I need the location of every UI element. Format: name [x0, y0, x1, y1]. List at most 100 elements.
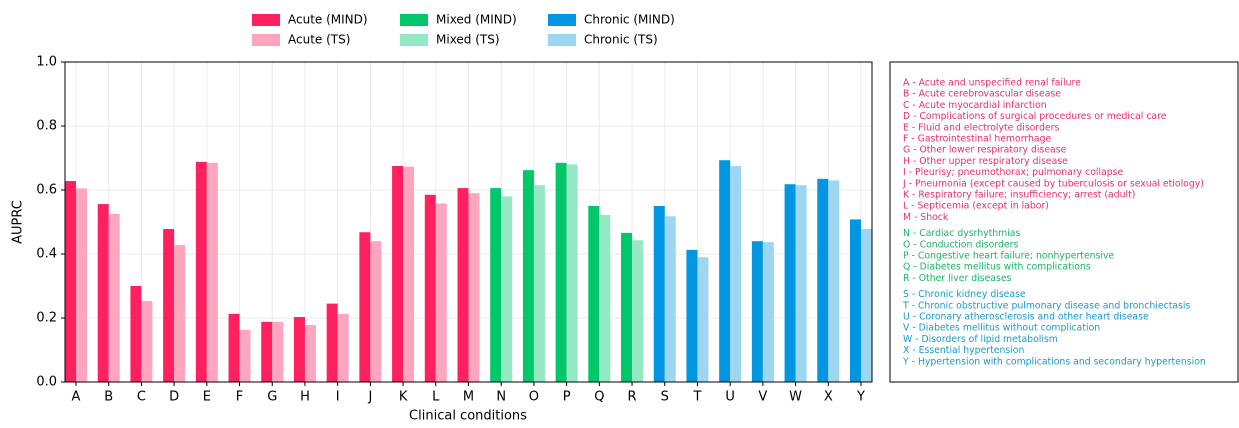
x-axis-label: Clinical conditions	[409, 409, 527, 424]
x-tick-label: S	[661, 390, 669, 405]
y-axis-label: AUPRC	[11, 200, 26, 244]
bar	[632, 240, 644, 382]
legend-label: Mixed (TS)	[436, 33, 500, 47]
x-tick-label: W	[789, 390, 802, 405]
legend-label: Chronic (TS)	[584, 33, 658, 47]
key-entry: R - Other liver diseases	[903, 273, 1012, 284]
bar	[163, 229, 175, 382]
key-entry: H - Other upper respiratory disease	[903, 156, 1068, 167]
legend-swatch	[548, 34, 576, 46]
x-tick-label: A	[72, 390, 81, 405]
x-tick-label: B	[104, 390, 113, 405]
legend-label: Acute (MIND)	[288, 13, 368, 27]
key-entry: X - Essential hypertension	[903, 345, 1024, 356]
bar	[261, 321, 273, 382]
bar	[457, 188, 469, 382]
bar	[490, 188, 502, 382]
bar	[130, 286, 142, 382]
legend-label: Chronic (MIND)	[584, 13, 675, 27]
bar	[599, 214, 611, 382]
bar	[97, 204, 109, 382]
key-entry: F - Gastrointestinal hemorrhage	[903, 134, 1052, 145]
bar	[621, 232, 633, 382]
x-tick-label: L	[432, 390, 440, 405]
x-tick-label: M	[463, 390, 474, 405]
legend-swatch	[252, 34, 280, 46]
bar	[174, 245, 186, 382]
key-entry: U - Coronary atherosclerosis and other h…	[903, 312, 1149, 323]
bar	[337, 313, 349, 382]
bar	[435, 203, 447, 382]
bar	[359, 232, 371, 382]
bar	[653, 206, 665, 382]
key-entry: W - Disorders of lipid metabolism	[903, 334, 1058, 345]
y-tick-label: 1.0	[36, 55, 57, 70]
bar	[272, 321, 284, 382]
key-entry: K - Respiratory failure; insufficiency; …	[903, 190, 1135, 201]
bar	[730, 166, 742, 382]
key-entry: B - Acute cerebrovascular disease	[903, 89, 1061, 100]
x-tick-label: Q	[594, 390, 604, 405]
key-entry: V - Diabetes mellitus without complicati…	[903, 323, 1100, 334]
x-tick-label: E	[203, 390, 211, 405]
plot-frame	[64, 61, 873, 383]
x-tick-label: N	[496, 390, 506, 405]
bar	[664, 216, 676, 382]
x-tick-label: V	[758, 390, 767, 405]
x-tick-label: I	[336, 390, 340, 405]
key-entry: O - Conduction disorders	[903, 239, 1018, 250]
x-tick-label: F	[236, 390, 243, 405]
x-tick-label: P	[563, 390, 571, 405]
bar	[468, 193, 480, 382]
bar	[762, 242, 774, 382]
key-entry: G - Other lower respiratory disease	[903, 145, 1067, 156]
bar	[588, 206, 600, 382]
bar	[861, 229, 872, 382]
key-entry: T - Chronic obstructive pulmonary diseas…	[902, 300, 1190, 311]
key-entry: Y - Hypertension with complications and …	[902, 356, 1206, 367]
key-entry: I - Pleurisy; pneumothorax; pulmonary co…	[903, 167, 1124, 178]
y-tick-label: 0.6	[36, 183, 57, 198]
key-entry: S - Chronic kidney disease	[903, 289, 1026, 300]
key-entry: P - Congestive heart failure; nonhyperte…	[903, 251, 1114, 262]
x-tick-label: T	[692, 390, 701, 405]
bar	[326, 303, 338, 382]
bar	[76, 188, 87, 382]
x-tick-label: R	[628, 390, 637, 405]
y-tick-label: 0.0	[36, 375, 57, 390]
bar	[424, 194, 436, 382]
x-tick-label: G	[267, 390, 277, 405]
bar	[370, 241, 382, 382]
key-entry: J - Pneumonia (except caused by tubercul…	[902, 178, 1204, 189]
bar	[686, 249, 698, 382]
legend-label: Mixed (MIND)	[436, 13, 517, 27]
x-tick-label: K	[399, 390, 408, 405]
x-tick-label: U	[725, 390, 735, 405]
x-tick-label: Y	[856, 390, 865, 405]
bar	[304, 325, 316, 382]
bar	[828, 180, 840, 382]
bar	[206, 162, 218, 382]
legend-swatch	[548, 14, 576, 26]
x-tick-label: D	[169, 390, 179, 405]
legend-swatch	[400, 14, 428, 26]
bar	[795, 185, 807, 382]
bar	[141, 301, 153, 382]
bar	[195, 161, 207, 382]
legend-swatch	[252, 14, 280, 26]
legend-swatch	[400, 34, 428, 46]
key-entry: C - Acute myocardial infarction	[903, 100, 1047, 111]
x-tick-label: C	[137, 390, 146, 405]
key-entry: N - Cardiac dysrhythmias	[903, 228, 1020, 239]
bar	[719, 160, 731, 382]
key-entry: L - Septicemia (except in labor)	[903, 201, 1049, 212]
bar	[108, 214, 120, 382]
key-entry: E - Fluid and electrolyte disorders	[903, 122, 1059, 133]
y-tick-label: 0.8	[36, 119, 57, 134]
bar	[228, 313, 240, 382]
x-tick-label: O	[529, 390, 539, 405]
key-entry: M - Shock	[903, 212, 949, 223]
bar	[522, 170, 534, 382]
x-tick-label: J	[367, 390, 372, 405]
